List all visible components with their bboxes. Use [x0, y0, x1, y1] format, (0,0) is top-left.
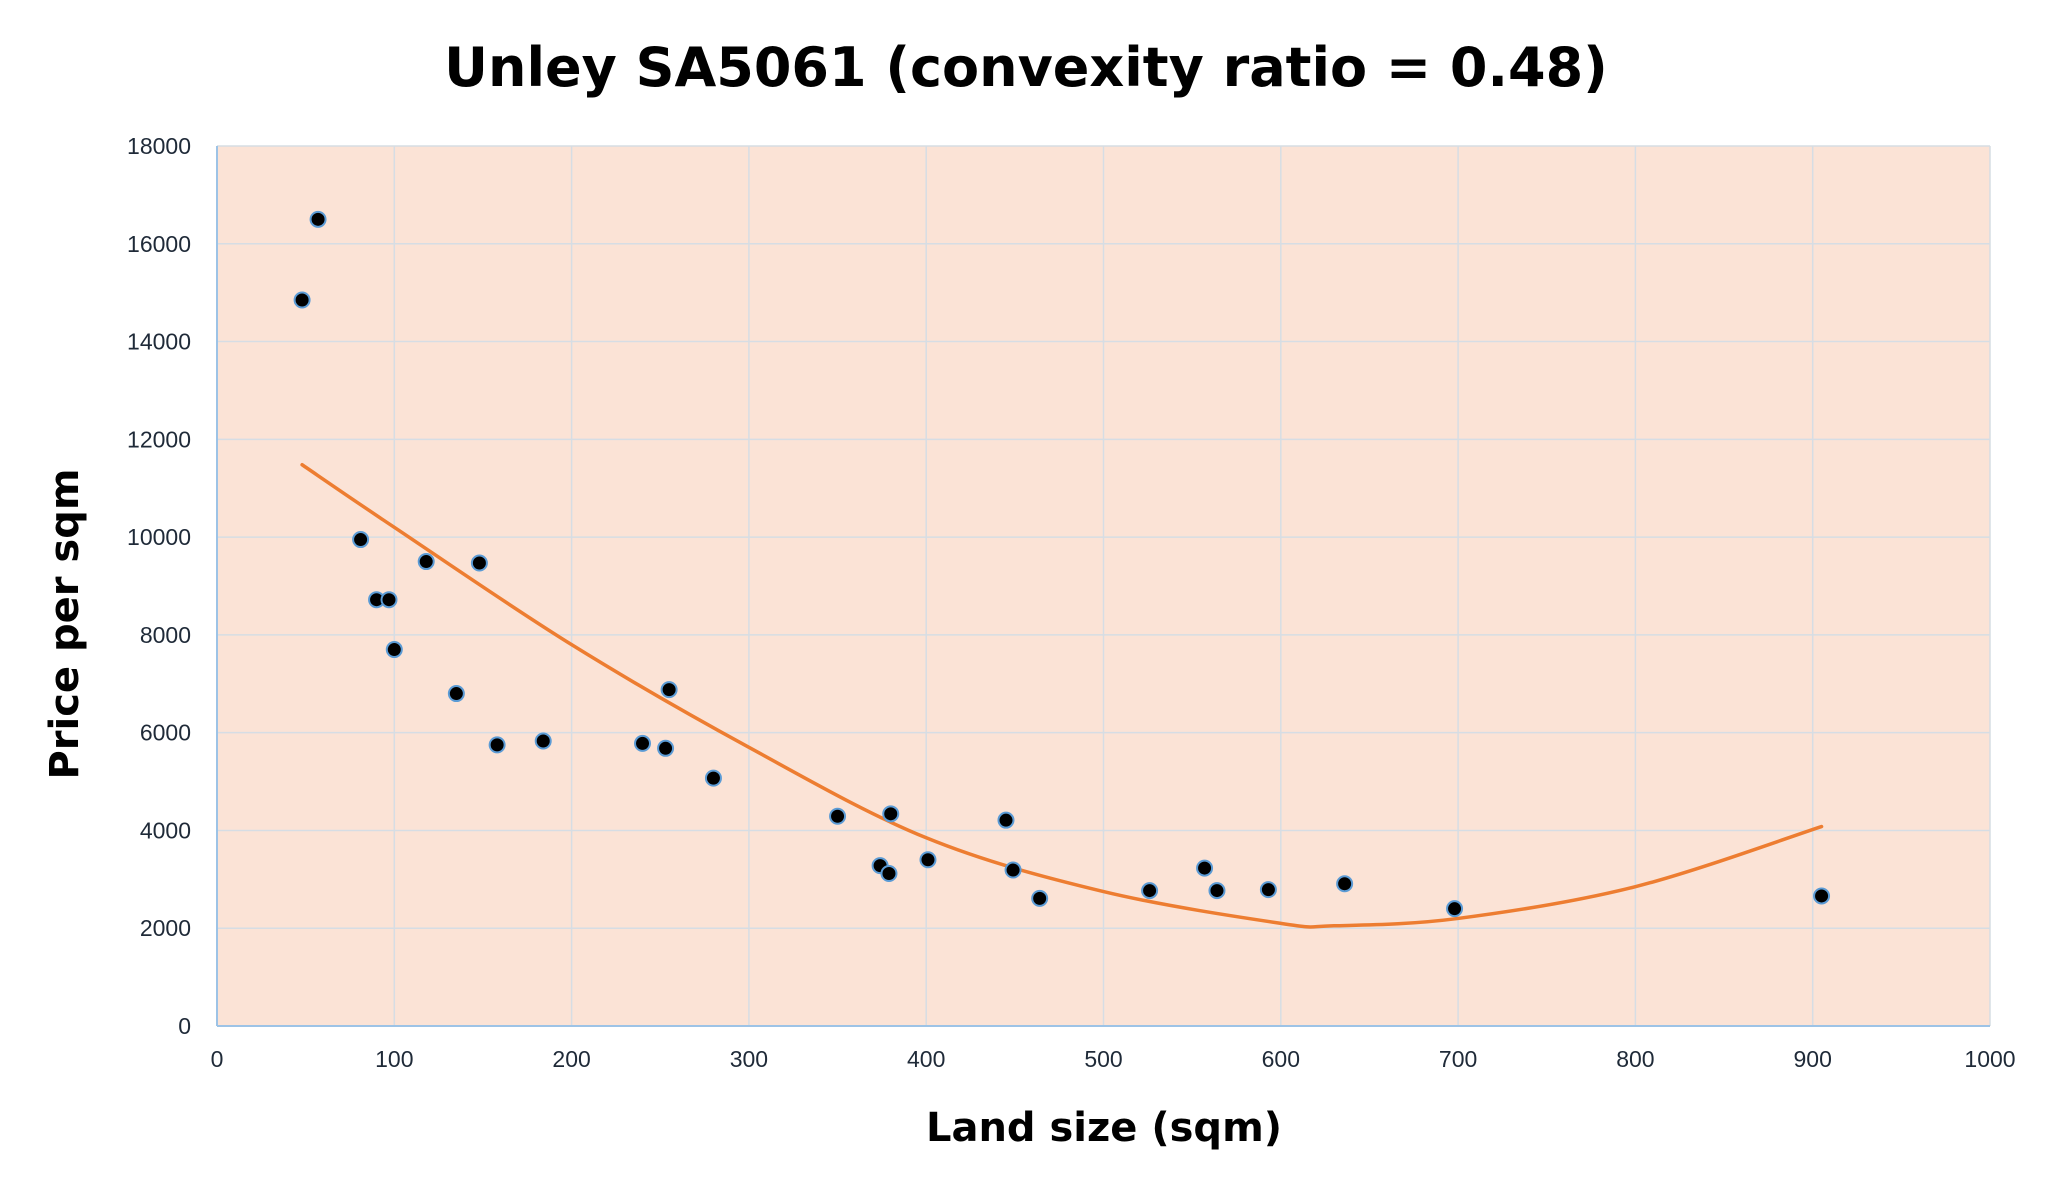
data-point	[880, 864, 898, 882]
data-point	[417, 553, 435, 571]
data-point	[997, 811, 1015, 829]
data-point	[919, 851, 937, 869]
data-point	[447, 685, 465, 703]
x-tick-label: 900	[1794, 1046, 1832, 1072]
y-tick-label: 12000	[127, 426, 191, 452]
x-tick-label: 1000	[1964, 1046, 2015, 1072]
y-axis-title: Price per sqm	[42, 468, 88, 779]
data-point	[660, 681, 678, 699]
data-point	[380, 591, 398, 609]
gridlines	[217, 145, 1991, 1026]
data-point	[309, 210, 327, 228]
data-point	[829, 807, 847, 825]
chart-title: Unley SA5061 (convexity ratio = 0.48)	[444, 36, 1608, 99]
data-point	[1004, 861, 1022, 879]
y-tick-label: 14000	[127, 329, 191, 355]
x-tick-label: 300	[730, 1046, 768, 1072]
x-tick-label: 700	[1439, 1046, 1477, 1072]
data-point	[470, 554, 488, 572]
x-tick-label: 500	[1084, 1046, 1122, 1072]
data-point	[704, 769, 722, 787]
data-point	[352, 531, 370, 549]
y-tick-label: 16000	[127, 231, 191, 257]
y-tick-label: 18000	[127, 133, 191, 159]
x-tick-label: 800	[1616, 1046, 1654, 1072]
polynomial-trendline	[300, 463, 1824, 929]
x-tick-label: 0	[211, 1046, 224, 1072]
data-point	[1196, 859, 1214, 877]
data-point	[1031, 889, 1049, 907]
y-tick-label: 6000	[140, 720, 191, 746]
data-point	[293, 291, 311, 309]
y-tick-label: 2000	[140, 915, 191, 941]
tick-labels: 0 100 200 300 400 500 600 700 800 900 100002000400…	[127, 133, 2016, 1072]
data-point	[1259, 881, 1277, 899]
x-tick-label: 400	[907, 1046, 945, 1072]
data-points	[293, 210, 1831, 918]
data-point	[657, 739, 675, 757]
x-tick-label: 200	[552, 1046, 590, 1072]
y-tick-label: 0	[178, 1013, 191, 1039]
x-axis-title: Land size (sqm)	[926, 1105, 1282, 1151]
y-tick-label: 10000	[127, 524, 191, 550]
data-point	[1446, 900, 1464, 918]
data-point	[1813, 887, 1831, 905]
data-point	[1336, 875, 1354, 893]
data-point	[1141, 882, 1159, 900]
data-point	[488, 736, 506, 754]
data-point	[1208, 882, 1226, 900]
y-tick-label: 8000	[140, 622, 191, 648]
data-point	[385, 641, 403, 659]
x-tick-label: 100	[375, 1046, 413, 1072]
data-point	[882, 805, 900, 823]
x-tick-label: 600	[1262, 1046, 1300, 1072]
axes	[216, 146, 1990, 1027]
data-point	[634, 734, 652, 752]
y-tick-label: 4000	[140, 817, 191, 843]
data-point	[534, 732, 552, 750]
